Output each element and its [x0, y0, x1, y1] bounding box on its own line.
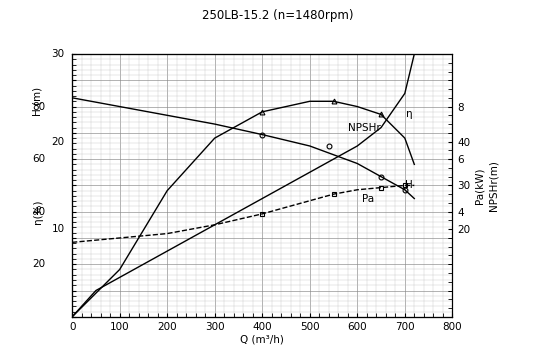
Text: 30: 30 [52, 49, 64, 59]
Text: 60: 60 [32, 154, 46, 164]
Text: 20: 20 [32, 259, 46, 269]
Text: NPSHr: NPSHr [348, 123, 381, 132]
X-axis label: Q (m³/h): Q (m³/h) [240, 334, 284, 345]
Y-axis label: Pa(kW): Pa(kW) [475, 167, 485, 204]
Text: 80: 80 [32, 102, 46, 112]
Text: η(%): η(%) [33, 199, 43, 224]
Text: 40: 40 [32, 207, 46, 217]
Text: 10: 10 [52, 224, 64, 234]
Text: Pa: Pa [362, 194, 374, 203]
Y-axis label: NPSHr(m): NPSHr(m) [489, 160, 499, 211]
Text: H (m): H (m) [33, 87, 43, 116]
Text: H: H [405, 180, 412, 190]
Text: 250LB-15.2 (n=1480rpm): 250LB-15.2 (n=1480rpm) [202, 9, 353, 22]
Text: η: η [406, 109, 412, 120]
Text: 20: 20 [52, 136, 64, 147]
